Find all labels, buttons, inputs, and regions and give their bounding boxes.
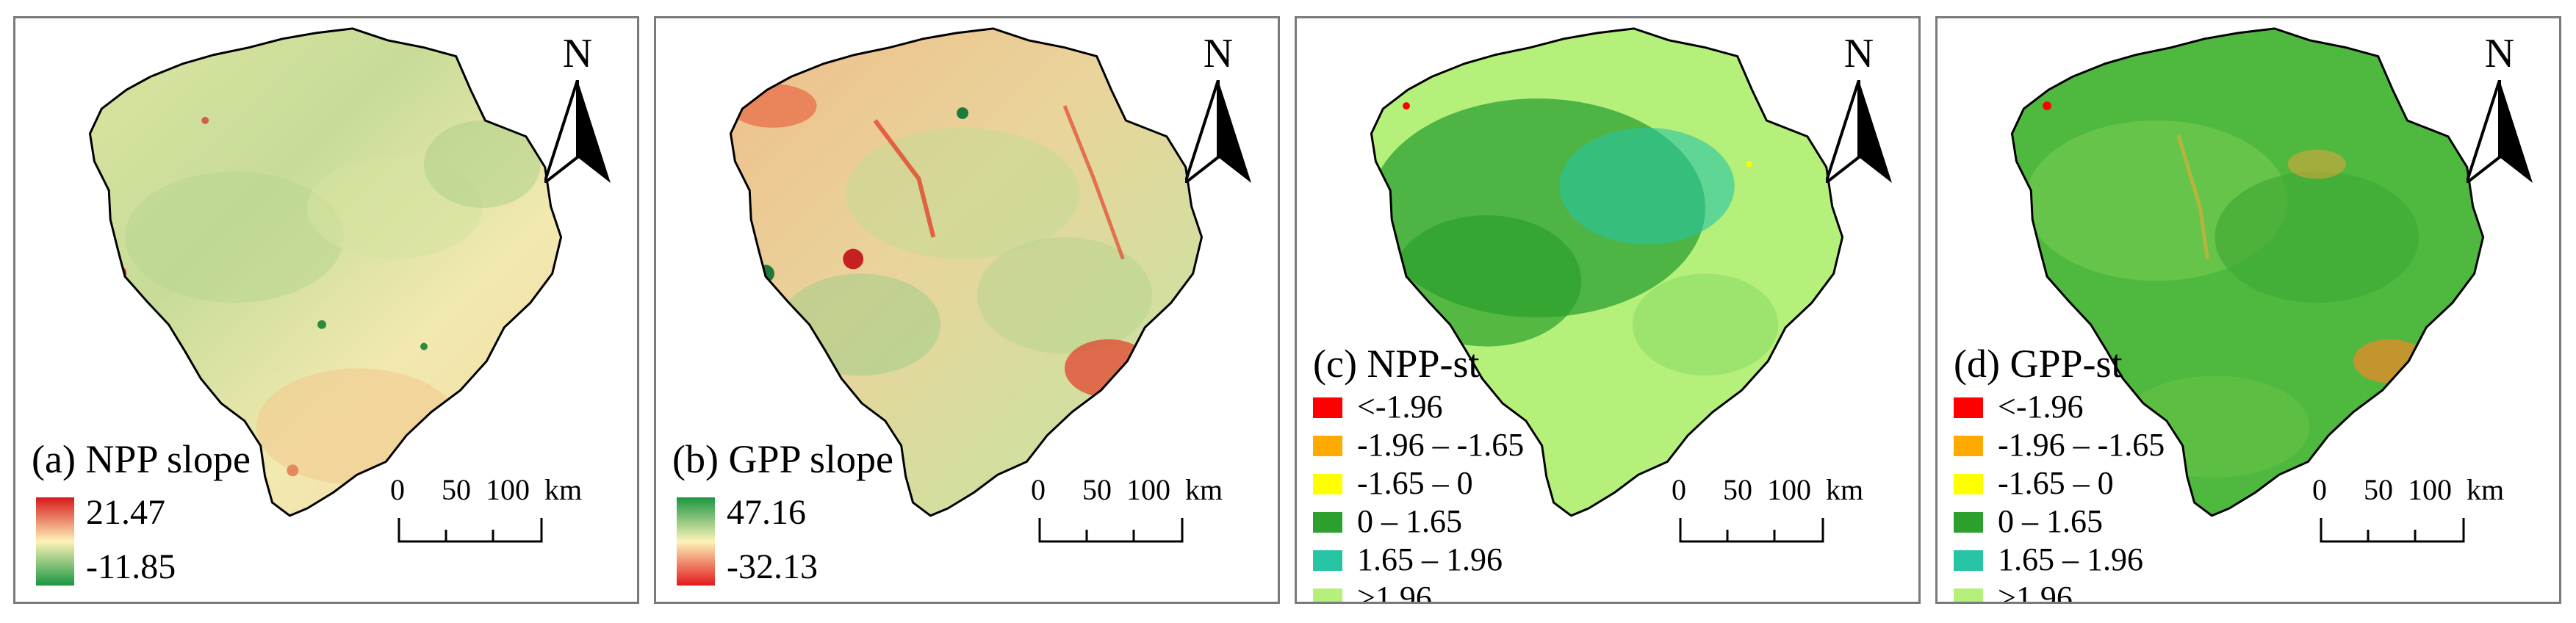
legend-swatch: [1313, 436, 1342, 456]
scale-label-mid: 50: [1082, 473, 1112, 506]
legend-label: >1.96: [1998, 580, 2073, 604]
legend-swatch: [1313, 588, 1342, 602]
scale-label-zero: 0: [2312, 473, 2327, 506]
scale-label-unit: km: [1826, 473, 1864, 506]
scale-label-end: 100: [486, 473, 530, 506]
legend-label: 1.65 – 1.96: [1998, 541, 2143, 577]
north-arrow-icon: [1826, 80, 1892, 183]
scale-label-mid: 50: [442, 473, 471, 506]
legend-swatch: [1954, 474, 1983, 494]
legend-swatch: [1954, 436, 1983, 456]
gpp-slope-map: [729, 27, 1204, 517]
north-label: N: [1203, 31, 1234, 76]
legend-swatch: [1313, 474, 1342, 494]
legend-label: -1.65 – 0: [1357, 465, 1473, 501]
scale-bar-icon: [1679, 518, 1824, 543]
legend-label: -1.65 – 0: [1998, 465, 2114, 501]
panel-title: (d) GPP-st: [1954, 342, 2123, 386]
scale-bar-icon: [2320, 518, 2465, 543]
north-arrow-icon: [2467, 80, 2533, 183]
scale-label-zero: 0: [1031, 473, 1046, 506]
scale-label-end: 100: [1126, 473, 1170, 506]
north-arrow-icon: [1185, 80, 1251, 183]
scale-bar-icon: [397, 518, 543, 543]
legend-label: -1.96 – -1.65: [1357, 427, 1525, 463]
scale-label-zero: 0: [390, 473, 405, 506]
legend-label: -1.96 – -1.65: [1998, 427, 2165, 463]
panel-npp-slope: N (a) NPP slope 21.47 -11.85 0 50 100 km: [13, 16, 639, 604]
legend-swatch: [1313, 512, 1342, 533]
legend-high-value: 21.47: [86, 493, 165, 532]
scale-label-zero: 0: [1672, 473, 1686, 506]
legend-low-value: -32.13: [727, 547, 818, 586]
gradient-bar: [677, 497, 715, 586]
legend-swatch: [1954, 588, 1983, 602]
gpp-st-map: [2010, 27, 2485, 517]
north-arrow: N: [1811, 32, 1907, 186]
panel-title: (b) GPP slope: [672, 437, 894, 481]
legend-label: <-1.96: [1998, 389, 2084, 425]
scale-bar: 0 50 100 km: [1031, 473, 1278, 555]
panel-title: (a) NPP slope: [32, 437, 251, 481]
legend-label: 0 – 1.65: [1357, 503, 1462, 539]
north-arrow: N: [530, 32, 625, 186]
scale-bar-icon: [1038, 518, 1184, 543]
legend-swatch: [1313, 550, 1342, 571]
scale-bar: 0 50 100 km: [1672, 473, 1918, 555]
legend-label: >1.96: [1357, 580, 1432, 604]
legend-swatch: [1954, 550, 1983, 571]
panel-gpp-slope: N (b) GPP slope 47.16 -32.13 0 50 100 km: [654, 16, 1280, 604]
scale-label-mid: 50: [2364, 473, 2393, 506]
north-arrow: N: [1170, 32, 1266, 186]
north-arrow-icon: [544, 80, 611, 183]
scale-label-unit: km: [544, 473, 583, 506]
legend-swatch: [1954, 397, 1983, 418]
panel-npp-st: N (c) NPP-st <-1.96 -1.96 – -1.65 -1.65 …: [1295, 16, 1921, 604]
scale-bar: 0 50 100 km: [390, 473, 637, 555]
legend-label: <-1.96: [1357, 389, 1443, 425]
scale-bar: 0 50 100 km: [2312, 473, 2559, 555]
legend-label: 0 – 1.65: [1998, 503, 2103, 539]
panel-gpp-st: N (d) GPP-st <-1.96 -1.96 – -1.65 -1.65 …: [1935, 16, 2561, 604]
scale-label-end: 100: [1767, 473, 1811, 506]
north-label: N: [562, 31, 593, 76]
scale-label-end: 100: [2408, 473, 2452, 506]
legend-label: 1.65 – 1.96: [1357, 541, 1503, 577]
scale-label-mid: 50: [1723, 473, 1752, 506]
legend-high-value: 47.16: [727, 493, 806, 532]
npp-st-map: [1370, 27, 1844, 517]
gradient-bar: [36, 497, 74, 586]
scale-label-unit: km: [1185, 473, 1223, 506]
legend-swatch: [1313, 397, 1342, 418]
panel-title: (c) NPP-st: [1313, 342, 1480, 386]
npp-slope-map: [88, 27, 563, 517]
legend-low-value: -11.85: [86, 547, 176, 586]
north-arrow: N: [2452, 32, 2547, 186]
scale-label-unit: km: [2467, 473, 2505, 506]
legend-swatch: [1954, 512, 1983, 533]
north-label: N: [1843, 31, 1874, 76]
north-label: N: [2484, 31, 2515, 76]
